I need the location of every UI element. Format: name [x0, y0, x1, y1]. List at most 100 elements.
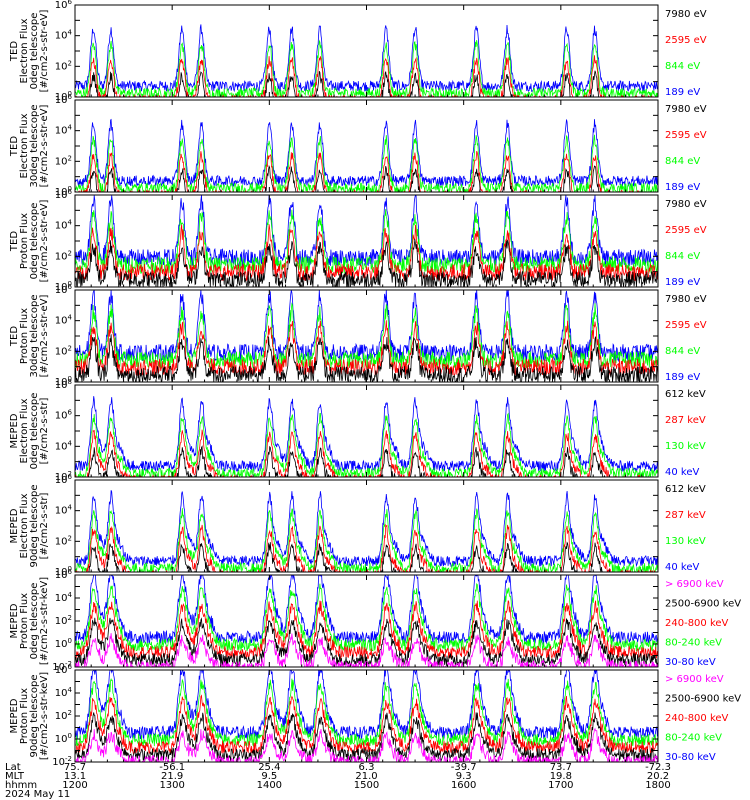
legend-entry: 844 eV [665, 346, 700, 357]
y-tick-label: 106 [55, 473, 73, 486]
legend-entry: 30-80 keV [665, 657, 716, 668]
y-axis-label: MEPED [9, 508, 20, 543]
footer-hhmm-value: 1200 [62, 780, 87, 791]
legend-entry: 40 keV [665, 467, 699, 478]
y-axis-label: TED [9, 326, 20, 347]
legend-entry: 612 keV [665, 484, 706, 495]
legend-entry: 287 keV [665, 415, 706, 426]
series-line-240-800-kev [75, 600, 658, 660]
series-line-7980-ev [75, 239, 658, 287]
y-axis-label: Electron Flux [19, 398, 30, 463]
y-axis-label: Electron Flux [19, 18, 30, 83]
y-axis-label: Electron Flux [19, 113, 30, 178]
panel-4-traces [75, 290, 658, 382]
y-axis-label: [#/cm2-s-str-eV] [39, 105, 50, 188]
legend-entry: 844 eV [665, 251, 700, 262]
panel-3-traces [75, 195, 658, 287]
y-tick-label: 102 [55, 344, 72, 357]
legend-entry: 7980 eV [665, 104, 707, 115]
legend-entry: > 6900 keV [665, 674, 724, 685]
y-tick-label: 102 [55, 59, 72, 72]
legend-entry: 189 eV [665, 87, 700, 98]
series-line-287-kev [75, 429, 658, 477]
series-line-40-kev [75, 490, 658, 568]
y-tick-label: 100 [55, 565, 72, 578]
legend-entry: 30-80 keV [665, 752, 716, 763]
y-tick-label: 100 [55, 732, 72, 745]
y-tick-label: 102 [55, 709, 72, 722]
y-axis-label: TED [9, 136, 20, 157]
footer-mlt-value: 13.1 [64, 771, 86, 782]
panel-2: 100 102 104 106 TED Electron Flux 30deg telesc… [9, 93, 707, 198]
y-tick-label: 104 [55, 29, 73, 42]
y-axis-label: 0deg telescope [29, 393, 40, 470]
y-tick-label: 106 [55, 93, 73, 106]
y-axis-label: 0deg telescope [29, 583, 40, 660]
footer-lat-value: 6.3 [359, 762, 375, 773]
footer-hhmm-value: 1600 [451, 780, 476, 791]
y-axis-label: 90deg telescope [29, 484, 40, 567]
y-axis-label: [#/cm2-s-str-eV] [39, 295, 50, 378]
y-axis-label: 0deg telescope [29, 13, 40, 90]
series-line-240-800-kev [75, 694, 658, 755]
legend-entry: 189 eV [665, 182, 700, 193]
y-tick-label: 106 [55, 0, 73, 11]
y-tick-label: 106 [55, 663, 73, 676]
y-axis-label: Electron Flux [19, 493, 30, 558]
legend-entry: 2595 eV [665, 130, 707, 141]
y-tick-label: 100 [55, 280, 72, 293]
y-tick-label: 102 [55, 534, 72, 547]
legend-entry: 7980 eV [665, 294, 707, 305]
footer-lat-value: -39.7 [451, 762, 477, 773]
footer-lat-value: -56.1 [159, 762, 185, 773]
y-tick-label: 100 [55, 90, 72, 103]
legend-entry: 287 keV [665, 510, 706, 521]
y-tick-label: 104 [55, 591, 73, 604]
y-tick-label: 102 [55, 154, 72, 167]
y-axis-label: MEPED [9, 698, 20, 733]
footer-mlt-value: 9.3 [456, 771, 472, 782]
y-tick-label: 102 [55, 249, 72, 262]
legend-entry: 612 keV [665, 389, 706, 400]
footer-lat-value: -72.3 [645, 762, 671, 773]
y-axis-label: MEPED [9, 413, 20, 448]
legend-entry: 80-240 keV [665, 638, 722, 649]
y-tick-label: 100 [55, 185, 72, 198]
footer-mlt-value: 21.0 [355, 771, 377, 782]
panel-8: 10-2 100 102 104 106 MEPED Proton Flux 90deg te… [9, 663, 741, 768]
legend-entry: 844 eV [665, 61, 700, 72]
legend-entry: 844 eV [665, 156, 700, 167]
y-axis-label: [#/cm2-s-str-keV] [39, 577, 50, 665]
panel-4: 100 102 104 106 TED Proton Flux 30deg telescop… [9, 283, 707, 388]
legend-entry: 40 keV [665, 562, 699, 573]
y-tick-label: 10-2 [52, 755, 72, 768]
footer-row-label: 2024 May 11 [5, 789, 70, 800]
y-tick-label: 106 [55, 409, 73, 422]
y-axis-label: Proton Flux [19, 688, 30, 744]
footer-lat-value: 73.7 [550, 762, 572, 773]
panel-3: 100 102 104 106 TED Proton Flux 0deg telescope… [9, 188, 707, 293]
y-axis-label: 90deg telescope [29, 674, 40, 757]
legend-entry: 189 eV [665, 277, 700, 288]
y-tick-label: 104 [55, 439, 73, 452]
y-tick-label: 106 [55, 188, 73, 201]
legend-entry: 130 keV [665, 441, 706, 452]
panel-7: 10-2 100 102 104 106 MEPED Proton Flux 0deg tel… [9, 568, 741, 673]
footer-hhmm-value: 1300 [159, 780, 184, 791]
y-axis-label: [#/cm2-s-str-keV] [39, 672, 50, 760]
series-line-189-ev [75, 118, 658, 188]
y-axis-label: 30deg telescope [29, 104, 40, 187]
legend-entry: > 6900 keV [665, 579, 724, 590]
panel-5: 102 104 106 108 MEPED Electron Flux 0deg teles… [9, 378, 706, 483]
footer-row-label: hhmm [5, 780, 37, 791]
legend-entry: 130 keV [665, 536, 706, 547]
footer-mlt-value: 21.9 [161, 771, 183, 782]
y-axis-label: [#/cm2-s-str] [39, 397, 50, 464]
legend-entry: 2595 eV [665, 320, 707, 331]
series-line-2595-ev [75, 224, 658, 282]
legend-entry: 2500-6900 keV [665, 694, 741, 705]
y-tick-label: 104 [55, 504, 73, 517]
footer-hhmm-value: 1800 [645, 780, 670, 791]
